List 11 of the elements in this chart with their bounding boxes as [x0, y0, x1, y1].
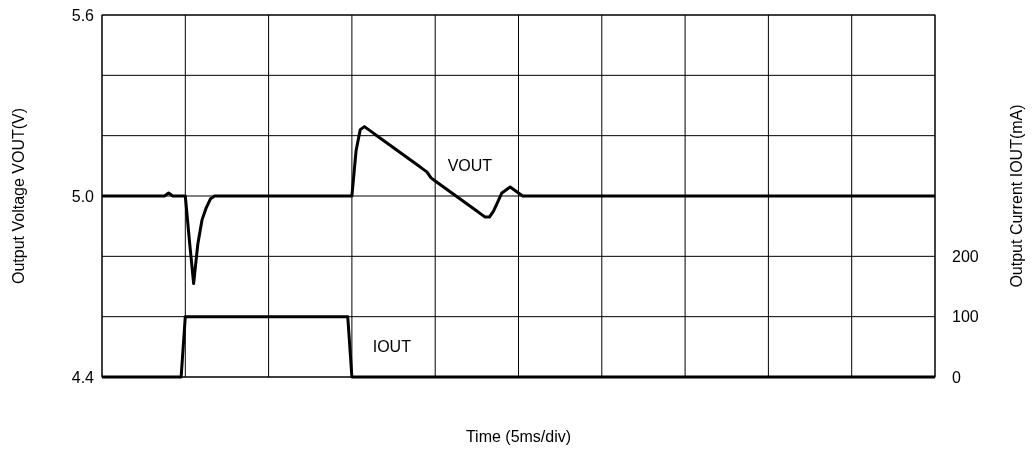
- x-axis-title: Time (5ms/div): [465, 428, 572, 445]
- y-axis-title: Output Voltage VOUT(V): [10, 107, 27, 285]
- y2-tick-label: 100: [952, 308, 979, 326]
- y-tick-label: 4.4: [71, 368, 95, 386]
- series-label: VOUT: [447, 156, 493, 174]
- y2-axis-title: Output Current IOUT(mA): [1008, 104, 1025, 288]
- y-tick-label: 5.6: [71, 6, 95, 24]
- y-tick-label: 5.0: [71, 187, 95, 205]
- y2-tick-label: 200: [952, 247, 979, 265]
- y2-tick-label: 0: [952, 368, 961, 386]
- series-label: IOUT: [372, 337, 412, 355]
